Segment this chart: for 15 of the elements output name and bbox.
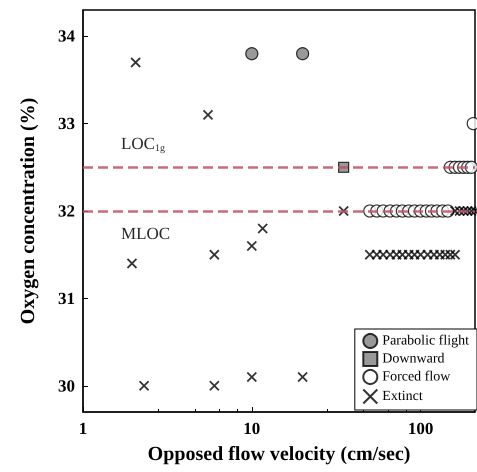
y-tick-label: 32 (58, 202, 75, 220)
y-tick-label: 34 (58, 26, 76, 46)
ref-line-label: MLOC (121, 224, 170, 243)
legend-label: Extinct (382, 389, 423, 404)
y-tick-label: 30 (58, 376, 75, 396)
y-tick-label: 33 (58, 114, 75, 134)
x-tick-label: 1 (78, 419, 88, 438)
x-axis-title: Opposed flow velocity (cm/sec) (148, 443, 410, 465)
x-tick-label: 100 (408, 419, 434, 438)
y-tick-label: 31 (58, 288, 75, 308)
legend-label: Parabolic flight (382, 334, 470, 348)
x-tick-label: 10 (243, 419, 260, 438)
legend-label: Downward (382, 352, 445, 366)
y-axis-title: Oxygen concentration (%) (17, 98, 39, 324)
legend-label: Forced flow (382, 370, 452, 384)
